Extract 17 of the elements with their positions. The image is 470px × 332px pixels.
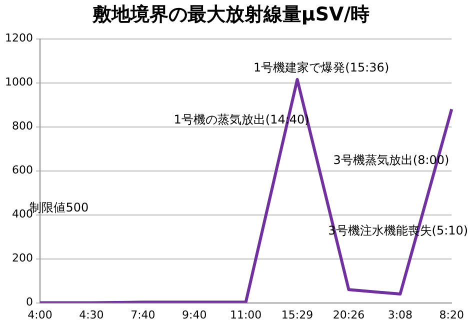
x-tick-label: 7:40 [130, 308, 156, 322]
x-tick-label: 4:00 [28, 308, 52, 322]
x-tick-label: 11:00 [230, 308, 262, 322]
y-tick-label: 200 [12, 252, 33, 265]
x-tick-label: 4:30 [79, 308, 104, 322]
y-tick-label: 0 [26, 296, 33, 309]
y-tick-label: 1200 [4, 32, 33, 45]
y-tick-label: 600 [12, 164, 33, 177]
x-tick-label: 9:40 [182, 308, 207, 322]
x-tick-label: 20:26 [332, 308, 365, 322]
y-tick-label: 800 [12, 120, 33, 133]
annotation: 1号機建家で爆発(15:36) [254, 60, 390, 75]
x-tick-label: 8:20 [439, 308, 464, 322]
y-tick-label: 1000 [4, 76, 33, 89]
chart-title: 敷地境界の最大放射線量μSV/時 [91, 3, 370, 26]
x-tick-label: 15:29 [281, 308, 314, 322]
x-tick-label: 3:08 [388, 308, 413, 322]
